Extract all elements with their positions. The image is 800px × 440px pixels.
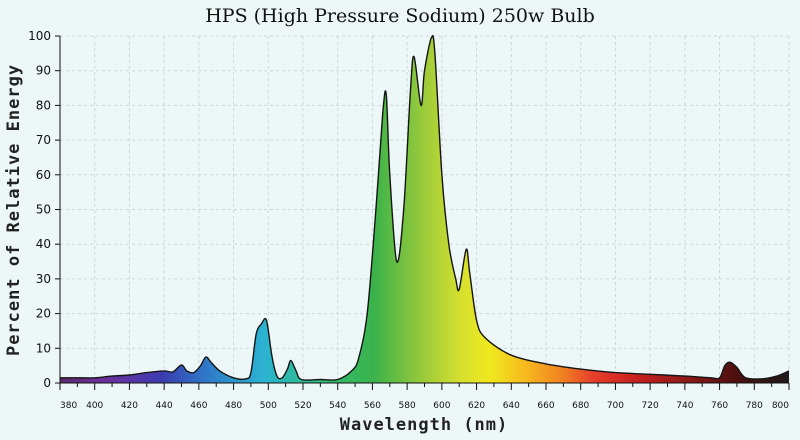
y-tick-label: 70 — [36, 133, 51, 147]
x-ticks: 380 400 420 440 460 480 500 520 540 560 580 600 620 6… — [59, 383, 790, 411]
y-ticks: 0 10 20 30 40 50 60 70 80 90 100 — [28, 29, 60, 390]
x-axis-label: Wavelength (nm) — [340, 415, 509, 435]
x-tick-label: 400 — [86, 401, 103, 411]
x-tick-label: 380 — [60, 401, 77, 411]
x-tick-label: 700 — [607, 401, 624, 411]
x-tick-label: 500 — [260, 401, 277, 411]
x-tick-label: 620 — [468, 401, 485, 411]
x-tick-label: 520 — [294, 401, 311, 411]
y-tick-label: 20 — [36, 307, 51, 321]
y-tick-label: 60 — [36, 168, 51, 182]
y-tick-label: 80 — [36, 98, 51, 112]
x-tick-label: 800 — [772, 401, 789, 411]
chart-title: HPS (High Pressure Sodium) 250w Bulb — [205, 5, 595, 27]
y-tick-label: 50 — [36, 203, 51, 217]
x-tick-label: 440 — [156, 401, 173, 411]
y-tick-label: 30 — [36, 272, 51, 286]
x-tick-label: 680 — [572, 401, 589, 411]
x-tick-label: 740 — [676, 401, 693, 411]
x-tick-label: 600 — [433, 401, 450, 411]
x-tick-label: 640 — [503, 401, 520, 411]
y-tick-label: 10 — [36, 341, 51, 355]
x-tick-label: 780 — [746, 401, 763, 411]
x-tick-label: 560 — [364, 401, 381, 411]
spectrum-area — [60, 35, 789, 384]
y-tick-label: 90 — [36, 64, 51, 78]
x-tick-label: 580 — [399, 401, 416, 411]
x-tick-label: 720 — [642, 401, 659, 411]
y-tick-label: 100 — [28, 29, 51, 43]
y-axis-label: Percent of Relative Energy — [4, 64, 24, 356]
x-tick-label: 480 — [225, 401, 242, 411]
y-tick-label: 40 — [36, 237, 51, 251]
x-tick-label: 760 — [711, 401, 728, 411]
x-tick-label: 460 — [190, 401, 207, 411]
x-tick-label: 660 — [537, 401, 554, 411]
x-tick-label: 540 — [329, 401, 346, 411]
y-tick-label: 0 — [43, 376, 51, 390]
x-tick-label: 420 — [121, 401, 138, 411]
spectrum-outline — [60, 34, 790, 381]
